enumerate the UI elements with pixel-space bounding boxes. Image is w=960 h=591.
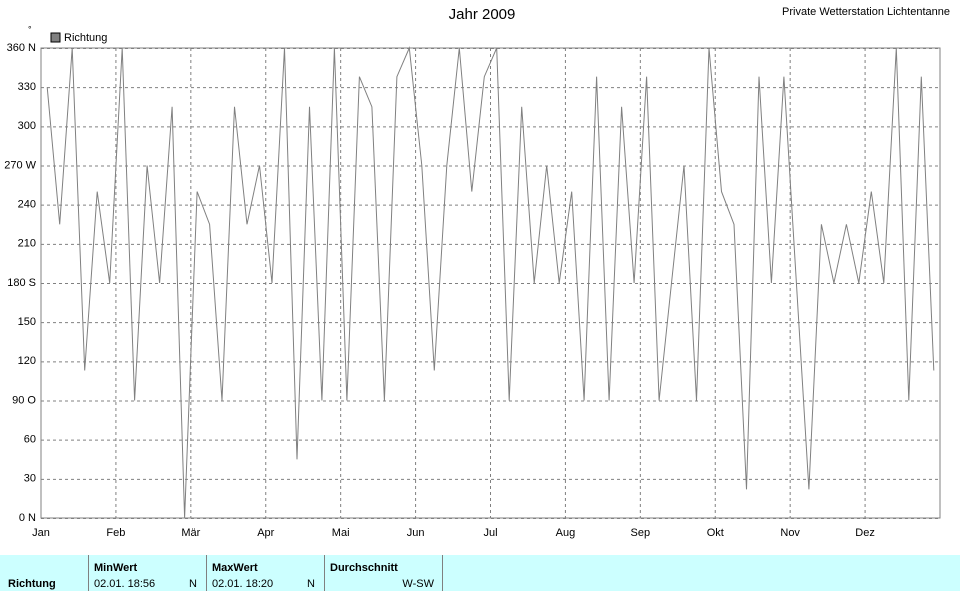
y-tick-label: 0 N	[19, 512, 36, 524]
plot-frame	[40, 47, 941, 519]
y-tick-label: 330	[18, 81, 36, 93]
y-tick-label: 210	[18, 238, 36, 250]
legend-label: Richtung	[64, 32, 107, 44]
y-tick-label: 360 N	[7, 42, 36, 54]
x-tick-label: Mai	[332, 527, 350, 539]
y-tick-label: 300	[18, 120, 36, 132]
y-tick-label: 180 S	[7, 277, 36, 289]
x-tick-label: Jun	[407, 527, 425, 539]
table-date: 02.01. 18:56	[94, 578, 155, 590]
y-tick-label: 60	[24, 434, 36, 446]
x-tick-label: Apr	[257, 527, 274, 539]
y-tick-label: 120	[18, 355, 36, 367]
chart-subtitle: Private Wetterstation Lichtentanne	[782, 6, 950, 18]
table-header: Durchschnitt	[330, 562, 398, 574]
x-tick-label: Dez	[855, 527, 875, 539]
x-tick-label: Okt	[707, 527, 724, 539]
y-unit: °	[28, 24, 32, 34]
series-line	[46, 46, 935, 519]
table-row-label: Richtung	[8, 578, 56, 590]
table-value: N	[307, 578, 315, 590]
y-tick-label: 90 O	[12, 394, 36, 406]
table-value: W-SW	[402, 578, 434, 590]
table-value: N	[189, 578, 197, 590]
x-tick-label: Sep	[631, 527, 651, 539]
chart-title: Jahr 2009	[449, 6, 516, 23]
y-tick-label: 150	[18, 316, 36, 328]
y-tick-label: 240	[18, 199, 36, 211]
x-tick-label: Jul	[483, 527, 497, 539]
x-tick-label: Mär	[181, 527, 200, 539]
y-tick-label: 270 W	[4, 159, 36, 171]
table-lines	[88, 555, 443, 591]
legend-swatch	[50, 32, 61, 43]
x-tick-label: Nov	[780, 527, 800, 539]
table-header: MinWert	[94, 562, 138, 574]
table-header: MaxWert	[212, 562, 258, 574]
x-tick-label: Aug	[556, 527, 576, 539]
x-tick-label: Feb	[106, 527, 125, 539]
table-bg	[0, 555, 960, 591]
y-tick-label: 30	[24, 473, 36, 485]
table-date: 02.01. 18:20	[212, 578, 273, 590]
x-tick-label: Jan	[32, 527, 50, 539]
